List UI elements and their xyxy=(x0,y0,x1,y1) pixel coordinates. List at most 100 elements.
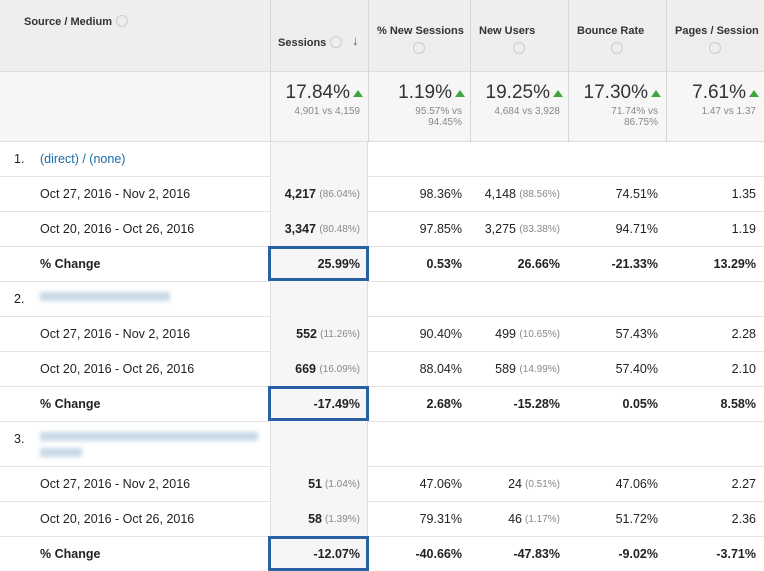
cell-value: 94.71% xyxy=(615,222,658,236)
cell-value: -3.71% xyxy=(716,547,756,561)
col-divider xyxy=(368,0,369,142)
total-value: 7.61% xyxy=(692,82,746,103)
group-row xyxy=(0,282,764,317)
column-header[interactable]: New Users xyxy=(479,25,536,37)
cell-value: 2.36 xyxy=(731,512,756,526)
up-arrow xyxy=(651,90,661,97)
cell-value: 2.10 xyxy=(731,362,756,376)
up-arrow xyxy=(749,90,759,97)
data-row xyxy=(0,502,764,537)
help-icon xyxy=(413,42,425,54)
data-row xyxy=(0,177,764,212)
data-row xyxy=(0,247,764,282)
share: (1.04%) xyxy=(324,479,360,490)
help-icon xyxy=(330,36,342,48)
totals-bg xyxy=(0,72,764,142)
sessions-bg xyxy=(270,282,368,317)
cell-value: 90.40% xyxy=(419,327,462,341)
row-label: % Change xyxy=(40,397,101,411)
share: (1.39%) xyxy=(324,514,360,525)
cell-value: 58 xyxy=(308,512,322,526)
cell-value: 4,217 xyxy=(284,187,316,201)
row-label: Oct 20, 2016 - Oct 26, 2016 xyxy=(40,222,195,236)
cell-value: -17.49% xyxy=(313,397,360,411)
help-icon xyxy=(709,42,721,54)
cell-value: 3,347 xyxy=(284,222,316,236)
cell-value: 98.36% xyxy=(419,187,462,201)
share: (0.51%) xyxy=(524,479,560,490)
column-header[interactable]: Pages / Session xyxy=(675,25,759,37)
total-value: 17.84% xyxy=(285,82,350,103)
cell-value: 46 xyxy=(508,512,522,526)
total-value: 17.30% xyxy=(583,82,648,103)
total-detail: 4,684 vs 3,928 xyxy=(494,106,560,117)
cell-value: -15.28% xyxy=(513,397,560,411)
col-divider xyxy=(470,0,471,142)
highlight-box xyxy=(268,536,369,571)
total-detail: 95.57% vs 94.45% xyxy=(415,106,462,128)
help-icon xyxy=(116,15,128,27)
row-label: Oct 20, 2016 - Oct 26, 2016 xyxy=(40,512,195,526)
header-bg xyxy=(0,0,764,72)
cell-value: -47.83% xyxy=(513,547,560,561)
sort-icon: ↓ xyxy=(352,33,359,48)
column-header[interactable]: Bounce Rate xyxy=(577,25,645,37)
column-header[interactable]: Source / Medium xyxy=(24,16,113,28)
cell-value: 499 xyxy=(495,327,516,341)
data-row xyxy=(0,387,764,422)
cell-value: 57.40% xyxy=(615,362,658,376)
data-row xyxy=(0,467,764,502)
row-label: Oct 27, 2016 - Nov 2, 2016 xyxy=(40,327,191,341)
row-label: Oct 27, 2016 - Nov 2, 2016 xyxy=(40,477,191,491)
share: (86.04%) xyxy=(319,189,360,200)
cell-value: 74.51% xyxy=(615,187,658,201)
cell-value: 2.27 xyxy=(731,477,756,491)
total-value: 1.19% xyxy=(398,82,452,103)
cell-value: 1.35 xyxy=(731,187,756,201)
cell-value: 97.85% xyxy=(419,222,462,236)
blurred-label xyxy=(40,292,170,301)
col-divider xyxy=(270,0,271,142)
data-row xyxy=(0,317,764,352)
share: (14.99%) xyxy=(519,364,560,375)
cell-value: 13.29% xyxy=(713,257,756,271)
cell-value: 0.53% xyxy=(426,257,462,271)
cell-value: 589 xyxy=(495,362,516,376)
column-header[interactable]: Sessions xyxy=(278,37,327,49)
group-row xyxy=(0,422,764,467)
sessions-bg xyxy=(270,502,368,537)
group-index: 2. xyxy=(14,292,25,306)
col-divider xyxy=(568,0,569,142)
col-divider xyxy=(666,0,667,142)
cell-value: 1.19 xyxy=(731,222,756,236)
cell-value: 4,148 xyxy=(484,187,516,201)
cell-value: 2.28 xyxy=(731,327,756,341)
help-icon xyxy=(611,42,623,54)
cell-value: 26.66% xyxy=(517,257,560,271)
cell-value: 57.43% xyxy=(615,327,658,341)
highlight-box xyxy=(268,386,369,421)
cell-value: 3,275 xyxy=(484,222,516,236)
row-label: % Change xyxy=(40,547,101,561)
share: (83.38%) xyxy=(519,224,560,235)
cell-value: 8.58% xyxy=(720,397,756,411)
blurred-label xyxy=(40,432,258,441)
sessions-bg xyxy=(270,212,368,247)
group-label[interactable]: (direct) / (none) xyxy=(40,152,126,166)
total-detail: 71.74% vs 86.75% xyxy=(611,106,658,128)
cell-value: 88.04% xyxy=(419,362,462,376)
cell-value: 79.31% xyxy=(419,512,462,526)
column-header[interactable]: % New Sessions xyxy=(377,25,464,37)
group-row xyxy=(0,142,764,177)
up-arrow xyxy=(553,90,563,97)
up-arrow xyxy=(455,90,465,97)
total-detail: 1.47 vs 1.37 xyxy=(701,106,756,117)
row-label: % Change xyxy=(40,257,101,271)
cell-value: 0.05% xyxy=(622,397,658,411)
highlight-box xyxy=(268,246,369,281)
cell-value: 25.99% xyxy=(317,257,360,271)
total-value: 19.25% xyxy=(485,82,550,103)
group-index: 1. xyxy=(14,152,25,166)
cell-value: -21.33% xyxy=(611,257,658,271)
sessions-bg xyxy=(270,247,368,282)
